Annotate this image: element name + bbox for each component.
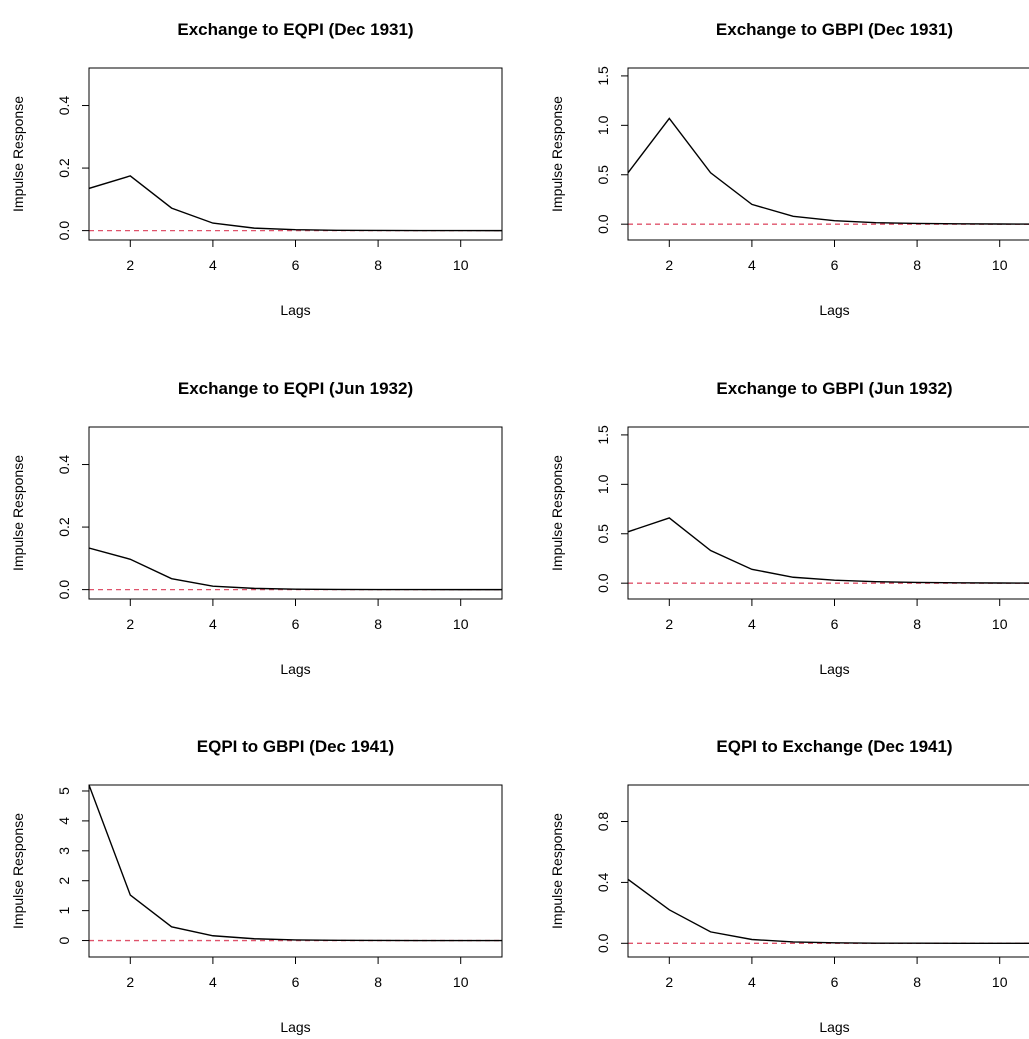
x-tick-label: 10 — [453, 616, 469, 632]
x-tick-label: 6 — [292, 257, 300, 273]
impulse-response-line — [89, 175, 502, 232]
x-tick-label: 4 — [209, 257, 217, 273]
y-axis-label: Impulse Response — [549, 455, 565, 571]
x-tick-label: 4 — [209, 974, 217, 990]
y-tick-label: 1.5 — [595, 66, 611, 86]
plot-box — [627, 67, 1029, 241]
y-tick-label: 0.4 — [56, 455, 72, 475]
x-tick-label: 10 — [453, 974, 469, 990]
impulse-response-line — [89, 785, 502, 942]
chart-panel-6: EQPI to Exchange (Dec 1941) 2 4 6 8 10 0.0 0.4 0… — [549, 737, 1029, 1035]
x-tick-label: 8 — [374, 974, 382, 990]
y-tick-label: 2 — [56, 877, 72, 885]
y-tick-label: 0.4 — [595, 872, 611, 892]
chart-panel-4: Exchange to GBPI (Jun 1932) 2 4 6 8 10 0.0 0.5 1… — [549, 379, 1029, 677]
x-tick-label: 8 — [913, 616, 921, 632]
x-tick-label: 6 — [831, 616, 839, 632]
y-tick-label: 0.2 — [56, 517, 72, 537]
y-tick-label: 1 — [56, 907, 72, 915]
x-tick-label: 4 — [748, 974, 756, 990]
y-tick-label: 0.4 — [56, 96, 72, 116]
chart-title: EQPI to Exchange (Dec 1941) — [716, 737, 952, 756]
y-tick-label: 1.5 — [595, 425, 611, 445]
x-axis-label: Lags — [819, 1019, 849, 1035]
y-axis-label: Impulse Response — [10, 455, 26, 571]
chart-panel-2: Exchange to GBPI (Dec 1931) 2 4 6 8 10 0.0 0.5 1… — [549, 20, 1029, 318]
impulse-response-line — [89, 547, 502, 591]
x-tick-label: 8 — [374, 257, 382, 273]
x-tick-label: 10 — [453, 257, 469, 273]
chart-title: EQPI to GBPI (Dec 1941) — [197, 737, 394, 756]
y-tick-label: 0.8 — [595, 812, 611, 832]
plot-box — [88, 784, 503, 958]
x-axis-label: Lags — [280, 302, 310, 318]
y-axis-label: Impulse Response — [549, 96, 565, 212]
x-tick-label: 6 — [831, 974, 839, 990]
chart-title: Exchange to GBPI (Jun 1932) — [716, 379, 952, 398]
x-tick-label: 8 — [913, 257, 921, 273]
y-axis-label: Impulse Response — [549, 813, 565, 929]
y-tick-label: 0.0 — [595, 214, 611, 234]
y-tick-label: 1.0 — [595, 115, 611, 135]
x-tick-label: 8 — [374, 616, 382, 632]
y-tick-label: 3 — [56, 847, 72, 855]
x-axis-label: Lags — [819, 661, 849, 677]
x-tick-label: 6 — [292, 616, 300, 632]
y-tick-label: 0.2 — [56, 158, 72, 178]
x-tick-label: 6 — [831, 257, 839, 273]
chart-title: Exchange to EQPI (Jun 1932) — [178, 379, 413, 398]
y-tick-label: 0.5 — [595, 165, 611, 185]
impulse-response-line — [628, 878, 1029, 944]
chart-title: Exchange to EQPI (Dec 1931) — [177, 20, 413, 39]
x-tick-label: 2 — [665, 616, 673, 632]
plot-box — [627, 426, 1029, 600]
impulse-response-line — [628, 517, 1029, 584]
x-tick-label: 2 — [126, 616, 134, 632]
y-tick-label: 0.0 — [595, 573, 611, 593]
impulse-response-line — [628, 117, 1029, 225]
x-tick-label: 10 — [992, 257, 1008, 273]
y-axis-label: Impulse Response — [10, 96, 26, 212]
x-tick-label: 2 — [126, 257, 134, 273]
y-tick-label: 5 — [56, 787, 72, 795]
x-axis-label: Lags — [280, 1019, 310, 1035]
y-tick-label: 0.0 — [56, 221, 72, 241]
x-tick-label: 4 — [748, 257, 756, 273]
chart-panel-5: EQPI to GBPI (Dec 1941) 2 4 6 8 10 0 1 2 3 4 5 Lags I… — [10, 737, 503, 1035]
x-tick-label: 10 — [992, 974, 1008, 990]
x-tick-label: 4 — [748, 616, 756, 632]
x-axis-label: Lags — [819, 302, 849, 318]
y-axis-label: Impulse Response — [10, 813, 26, 929]
x-tick-label: 10 — [992, 616, 1008, 632]
x-tick-label: 6 — [292, 974, 300, 990]
y-tick-label: 0.5 — [595, 524, 611, 544]
chart-panel-1: Exchange to EQPI (Dec 1931) 2 4 6 8 10 0.0 0.2 0… — [10, 20, 503, 318]
x-tick-label: 8 — [913, 974, 921, 990]
plot-box — [627, 784, 1029, 958]
plot-box — [88, 67, 503, 241]
x-tick-label: 4 — [209, 616, 217, 632]
chart-panel-3: Exchange to EQPI (Jun 1932) 2 4 6 8 10 0.0 0.2 0… — [10, 379, 503, 677]
x-tick-label: 2 — [665, 974, 673, 990]
plot-box — [88, 426, 503, 600]
y-tick-label: 0.0 — [56, 580, 72, 600]
y-tick-label: 4 — [56, 817, 72, 825]
x-axis-label: Lags — [280, 661, 310, 677]
x-tick-label: 2 — [665, 257, 673, 273]
y-tick-label: 1.0 — [595, 474, 611, 494]
chart-title: Exchange to GBPI (Dec 1931) — [716, 20, 953, 39]
x-tick-label: 2 — [126, 974, 134, 990]
y-tick-label: 0.0 — [595, 933, 611, 953]
y-tick-label: 0 — [56, 936, 72, 944]
